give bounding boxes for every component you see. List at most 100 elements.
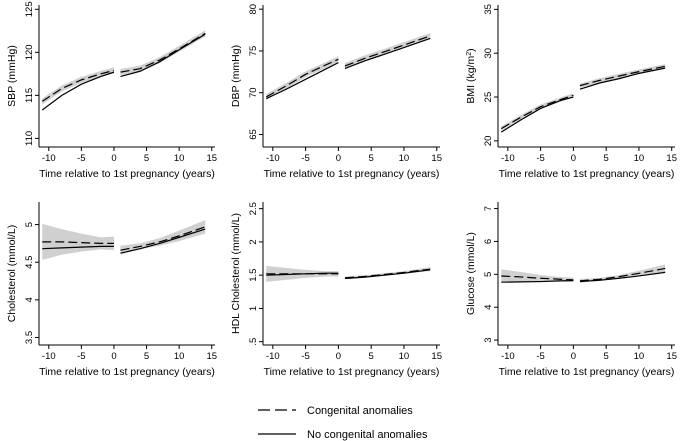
glucose-y-tick-label: 4 [483,305,494,310]
chol-congenital-line-2 [120,226,206,251]
chol-x-tick-label: 15 [206,351,217,362]
glucose-ci-band-2 [579,264,666,283]
chol-congenital-line-1 [42,241,114,244]
bmi-no-congenital-line-1 [500,96,574,133]
bmi-congenital-line-1 [500,94,574,130]
sbp-x-tick-label: 0 [111,153,116,164]
sbp-y-tick-label: 115 [24,88,35,103]
sbp-no-congenital-line-2 [120,33,206,78]
bmi-x-axis-title: Time relative to 1st pregnancy (years) [499,168,675,180]
hdl-no-congenital-line-1 [266,272,339,276]
dbp-x-tick-label: 0 [336,153,341,164]
hdl-x-axis-title: Time relative to 1st pregnancy (years) [264,366,440,378]
sbp-y-tick-label: 110 [24,131,35,146]
dbp-y-axis-title: DBP (mmHg) [230,45,242,107]
dbp-congenital-line-1 [265,58,339,98]
chol-y-tick-label: 4.5 [24,256,35,269]
glucose-x-axis-title: Time relative to 1st pregnancy (years) [499,366,675,378]
bmi-y-axis-title-superscript: 2 [466,52,473,56]
dbp-no-congenital-line-1 [266,62,339,100]
hdl-y-tick-label: .5 [248,338,259,346]
chol-y-tick-label: 5 [24,222,35,227]
bmi-x-tick-label: -5 [536,153,544,164]
chol-no-congenital-line-1 [42,245,114,250]
sbp-no-congenital-line-1 [41,71,115,111]
hdl-y-tick-label: 1.5 [248,269,259,282]
glucose-x-tick-label: 0 [571,351,576,362]
dbp-y-tick-label: 70 [248,87,259,98]
glucose-y-tick-label: 6 [483,239,494,244]
dbp-no-congenital-line-2 [344,37,431,70]
dbp-x-tick-label: 5 [369,153,374,164]
dbp-congenital-line-2 [344,35,431,67]
chol-y-tick-label: 4 [24,297,35,302]
chol-x-tick-label: 5 [144,351,149,362]
hdl-congenital-line-2 [344,268,431,279]
bmi-y-tick-label: 35 [483,4,494,15]
sbp-y-tick-label: 120 [24,44,35,60]
chol-x-tick-label: -5 [77,351,85,362]
sbp-ci-band-1 [42,67,114,105]
dbp-y-tick-label: 75 [248,46,259,57]
chol-no-congenital-line-2 [120,228,206,254]
panel-hdl: -10 -5 0 5 10 15 .5 1 1.5 2 2.5 Time relative to 1s… [230,202,442,378]
bmi-x-tick-label: 15 [666,153,677,164]
sbp-x-tick-label: 15 [206,153,217,164]
bmi-x-tick-label: -10 [501,153,515,164]
dbp-x-tick-label: -10 [266,153,280,164]
sbp-congenital-line-1 [41,69,115,102]
glucose-y-tick-label: 7 [483,206,494,211]
hdl-y-tick-label: 2 [248,239,259,244]
hdl-y-tick-label: 1 [248,306,259,311]
sbp-x-tick-label: -5 [77,153,85,164]
dbp-x-tick-label: 10 [399,153,410,164]
glucose-y-tick-label: 5 [483,272,494,277]
bmi-x-tick-label: 0 [571,153,576,164]
hdl-x-tick-label: 0 [336,351,341,362]
chol-y-tick-label: 3.5 [24,331,35,344]
bmi-x-tick-label: 10 [634,153,645,164]
panel-sbp: -10 -5 0 5 10 15 110 115 120 125 Time relative to … [6,1,217,180]
glucose-congenital-line-2 [579,267,666,282]
legend: Congenital anomalies No congenital anoma… [258,405,428,441]
chol-x-tick-label: -10 [42,351,56,362]
glucose-x-tick-label: 5 [604,351,609,362]
dbp-x-axis-title: Time relative to 1st pregnancy (years) [264,168,440,180]
dbp-ci-band-1 [266,56,339,100]
legend-label-no-congenital-anomalies: No congenital anomalies [307,429,428,441]
panel-dbp: -10 -5 0 5 10 15 65 70 75 80 Time relative to 1st … [230,4,442,180]
sbp-y-axis-title: SBP (mmHg) [6,45,18,107]
bmi-y-tick-label: 30 [483,48,494,59]
chol-x-tick-label: 10 [174,351,185,362]
sbp-x-tick-label: 5 [144,153,149,164]
panel-chol: -10 -5 0 5 10 15 3.5 4 4.5 5 Time relative to 1st … [6,202,217,378]
panel-bmi: -10 -5 0 5 10 15 20 25 30 35 Time relative to 1st … [465,4,677,180]
panel-glucose: -10 -5 0 5 10 15 3 4 5 6 7 Time relative to 1st pre… [465,202,677,378]
sbp-y-tick-label: 125 [24,1,35,17]
glucose-no-congenital-line-2 [579,271,666,283]
dbp-y-tick-label: 65 [248,129,259,140]
bmi-no-congenital-line-2 [579,67,666,90]
glucose-x-tick-label: -5 [536,351,544,362]
hdl-no-congenital-line-2 [344,269,431,280]
bmi-congenital-line-2 [579,65,666,87]
dbp-y-tick-label: 80 [248,4,259,15]
sbp-x-tick-label: -10 [42,153,56,164]
sbp-congenital-line-2 [120,32,206,73]
dbp-x-tick-label: 15 [431,153,442,164]
glucose-x-tick-label: -10 [501,351,515,362]
chol-x-tick-label: 0 [111,351,116,362]
bmi-y-tick-label: 25 [483,92,494,103]
bmi-ci-band-2 [579,64,666,88]
chol-ci-band-2 [120,220,206,255]
chol-ci-band-1 [42,223,114,260]
hdl-y-axis-title: HDL Cholesterol (mmol/L) [230,213,242,334]
hdl-x-tick-label: -10 [266,351,280,362]
glucose-congenital-line-1 [501,275,574,281]
bmi-x-tick-label: 5 [604,153,609,164]
chol-x-axis-title: Time relative to 1st pregnancy (years) [39,366,215,378]
glucose-no-congenital-line-1 [501,279,574,283]
hdl-x-tick-label: 5 [369,351,374,362]
